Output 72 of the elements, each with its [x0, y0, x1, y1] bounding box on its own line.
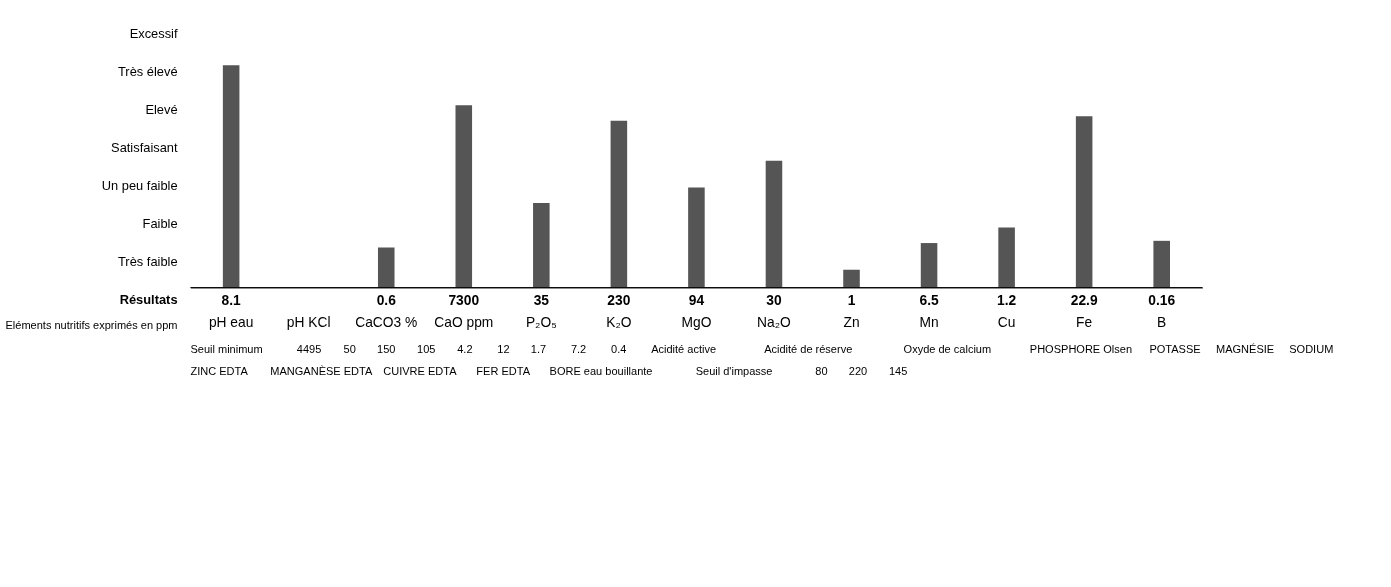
text: Acidité de réserve [764, 342, 853, 355]
x-tick-label: CaO ppm [434, 314, 494, 330]
text: Elevé [145, 102, 178, 118]
text: Un peu faible [101, 178, 178, 194]
annotation: 7300 [448, 293, 480, 308]
text: 12 [497, 342, 510, 355]
x-tick-label: Fe [1076, 314, 1093, 330]
text: CUIVRE EDTA [383, 364, 458, 377]
annotation: 35 [533, 293, 550, 308]
x-tick-label: Zn [843, 314, 860, 330]
bar [920, 243, 938, 288]
bar [765, 160, 783, 288]
x-tick-label: Cu [997, 314, 1016, 330]
x-tick-label: Na₂O [757, 314, 792, 330]
text: Acidité active [651, 342, 717, 355]
text: 80 [815, 364, 828, 377]
x-tick-label: Mn [919, 314, 939, 330]
bar [998, 227, 1015, 288]
annotation: 230 [607, 293, 631, 308]
x-tick-label: K₂O [606, 314, 632, 330]
bar [1075, 116, 1093, 288]
text: Seuil d'impasse [695, 364, 773, 377]
bar [843, 269, 860, 288]
text: 105 [417, 342, 436, 355]
text: BORE eau bouillante [549, 364, 653, 377]
text: Satisfaisant [111, 140, 178, 156]
text: SODIUM [1289, 342, 1334, 355]
text: 7.2 [570, 342, 587, 355]
x-tick-label: MgO [681, 314, 712, 330]
text: POTASSE [1149, 342, 1201, 355]
text: 4495 [296, 342, 322, 355]
text: 1.7 [530, 342, 547, 355]
text: 150 [377, 342, 396, 355]
text: 145 [888, 364, 908, 377]
bar [533, 203, 550, 288]
text: MANGANÈSE EDTA [270, 364, 373, 377]
annotation: 1 [847, 293, 856, 308]
text: 4.2 [457, 342, 473, 355]
x-tick-label: B [1157, 314, 1167, 330]
text: 50 [343, 342, 356, 355]
annotation: 8.1 [221, 293, 242, 308]
x-tick-label: pH eau [208, 314, 254, 330]
text: Très faible [117, 254, 178, 270]
text: MAGNÉSIE [1216, 342, 1275, 355]
text: Oxyde de calcium [903, 342, 992, 355]
x-tick-label: P₂O₅ [525, 314, 557, 330]
bar [377, 247, 395, 288]
text: FER EDTA [476, 364, 531, 377]
bar [688, 187, 705, 288]
text: Excessif [129, 26, 178, 42]
bar [455, 105, 473, 288]
bar [222, 65, 240, 288]
text: Résultats [119, 292, 178, 308]
text: ZINC EDTA [190, 364, 249, 377]
text: Faible [142, 216, 178, 232]
annotation: 22.9 [1070, 293, 1098, 308]
bar [610, 120, 628, 288]
annotation: 6.5 [919, 293, 939, 308]
text: 220 [848, 364, 868, 377]
text: Très élevé [117, 64, 178, 80]
x-tick-label: CaCO3 % [355, 314, 418, 330]
annotation: 0.16 [1148, 293, 1176, 308]
text: Seuil minimum [190, 342, 263, 355]
text: Eléments nutritifs exprimés en ppm [5, 318, 178, 331]
x-tick-label: pH KCl [286, 314, 331, 330]
annotation: 0.6 [376, 293, 397, 308]
text: 0.4 [611, 342, 627, 355]
annotation: 30 [766, 293, 782, 308]
text: PHOSPHORE Olsen [1029, 342, 1133, 355]
bar [1153, 240, 1170, 288]
annotation: 94 [688, 293, 705, 308]
annotation: 1.2 [997, 293, 1017, 308]
